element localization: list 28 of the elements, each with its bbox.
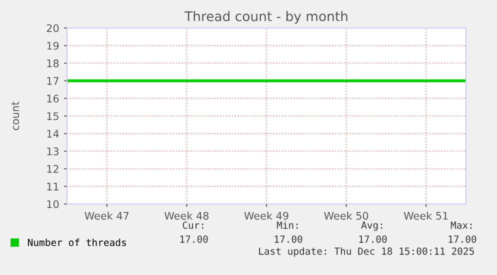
y-tick-label: 13 xyxy=(47,147,59,156)
x-tick-label: Week 51 xyxy=(404,212,448,220)
y-tick-label: 11 xyxy=(47,182,58,190)
text: 17.00 xyxy=(359,235,387,243)
text: Avg: xyxy=(361,222,382,231)
y-tick-label: 10 xyxy=(47,200,59,208)
y-tick-label: 18 xyxy=(47,59,59,68)
y-tick-label: 16 xyxy=(47,94,59,103)
y-tick-label: 14 xyxy=(47,130,59,138)
text: 17.00 xyxy=(180,235,208,243)
text: Max: xyxy=(450,222,472,229)
y-tick-label: 20 xyxy=(46,24,59,32)
x-tick-label: Week 50 xyxy=(324,212,368,220)
x-tick-label: Week 47 xyxy=(84,212,129,220)
y-tick-label: 12 xyxy=(47,165,58,173)
text: Min: xyxy=(276,221,298,229)
chart-title: Thread count - by month xyxy=(184,11,348,24)
y-tick-label: 17 xyxy=(47,77,58,85)
y-axis-title: count xyxy=(12,102,20,130)
x-tick-label: Week 48 xyxy=(164,212,209,220)
x-tick-label: Week 49 xyxy=(244,212,288,220)
text: Last update: Thu Dec 18 15:00:11 2025 xyxy=(259,247,474,257)
text: 17.00 xyxy=(448,235,476,243)
y-tick-label: 19 xyxy=(47,42,59,50)
text: 17.00 xyxy=(274,235,302,243)
y-tick-label: 15 xyxy=(47,112,58,120)
legend-label: Number of threads xyxy=(28,238,126,246)
text: Cur: xyxy=(182,221,204,229)
